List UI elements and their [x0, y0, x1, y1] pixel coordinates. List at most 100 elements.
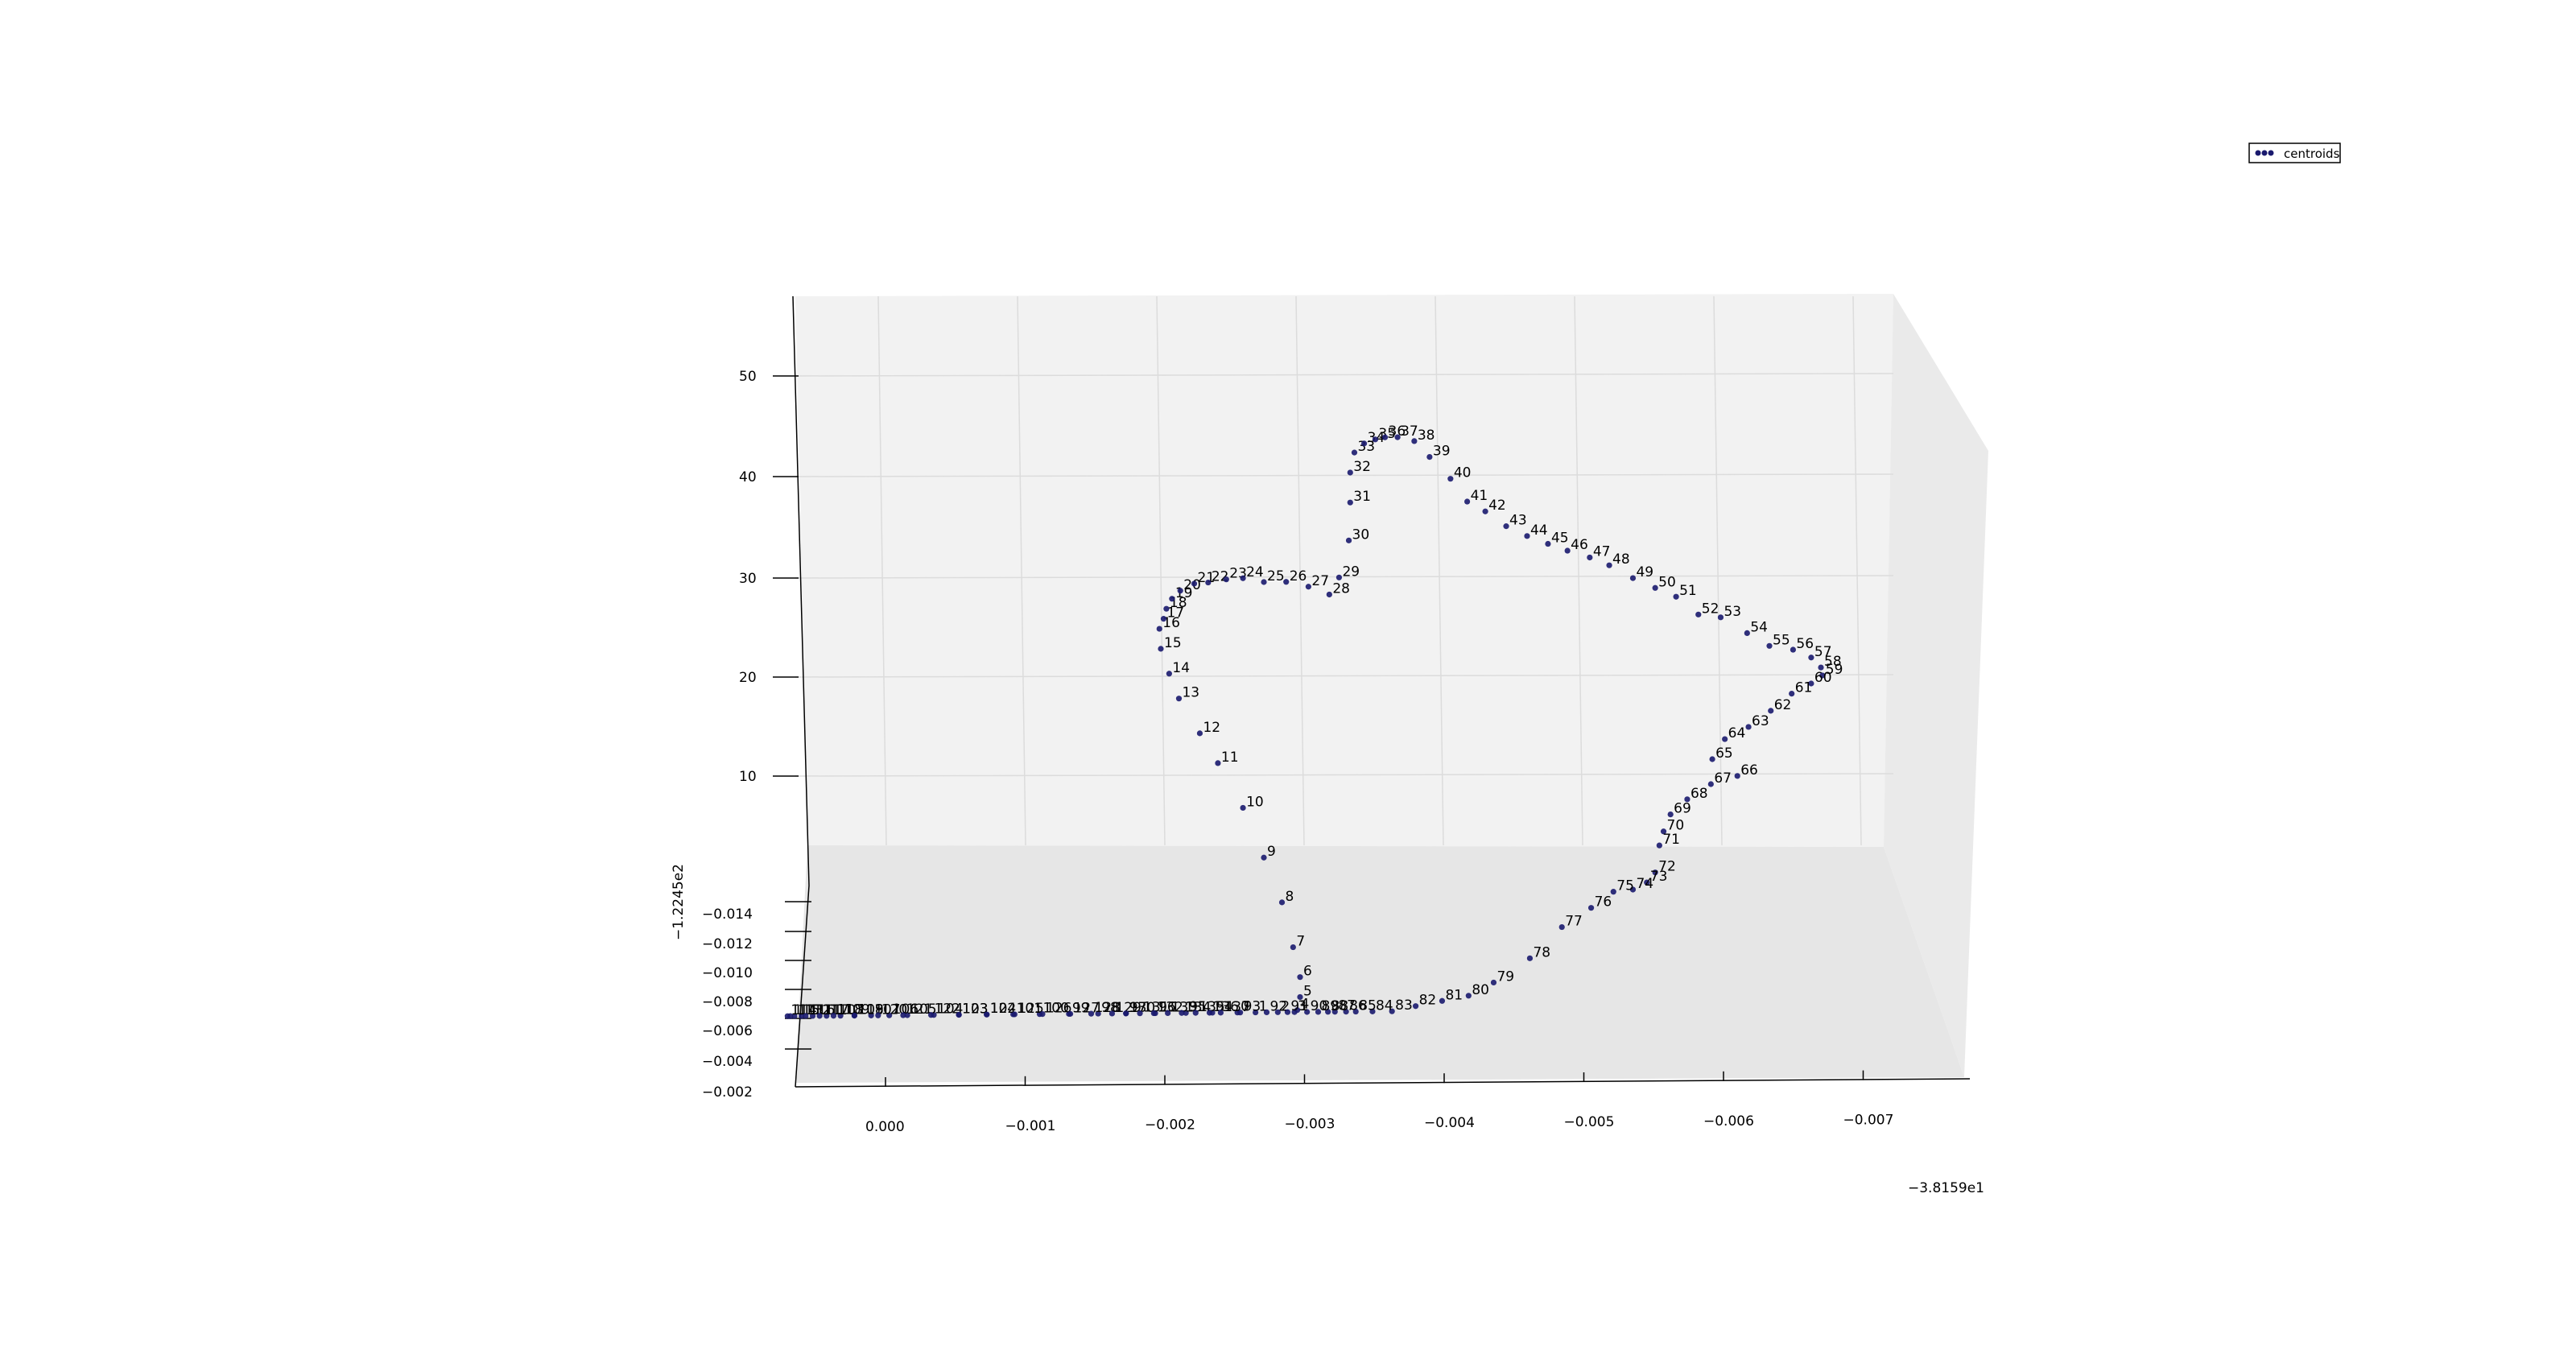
centroid-label: 27 [1311, 573, 1329, 589]
centroid-point [1191, 580, 1198, 587]
legend-marker [2268, 150, 2274, 156]
centroid-point [1766, 642, 1773, 649]
centroid-point [1352, 1008, 1359, 1015]
centroid-point [1192, 1010, 1199, 1016]
centroid-label: 91 [1290, 998, 1308, 1014]
centroid-label: 73 [1650, 869, 1668, 885]
centroid-point [1315, 1009, 1322, 1015]
centroid-label: 63 [1752, 713, 1769, 729]
centroid-point [1205, 579, 1212, 586]
centroid-label: 16 [1162, 615, 1180, 631]
centroid-point [875, 1012, 881, 1018]
centroid-label: 55 [1773, 632, 1790, 648]
floor-pane [795, 845, 1964, 1083]
centroid-point [816, 1013, 823, 1019]
centroid-point [1240, 575, 1246, 581]
centroid-point [1240, 804, 1246, 812]
centroid-point [1067, 1010, 1074, 1017]
centroid-point [1707, 781, 1714, 787]
centroid-point [837, 1013, 844, 1019]
centroid-label: 26 [1290, 568, 1307, 584]
centroid-label: 46 [1571, 537, 1588, 553]
centroid-point [1297, 993, 1303, 1001]
gridline-z [795, 674, 1894, 678]
centroid-point [1175, 696, 1183, 702]
centroid-point [1709, 756, 1715, 762]
centroid-point [791, 1013, 798, 1019]
centroid-point [1263, 1009, 1270, 1016]
centroid-point [1039, 1011, 1046, 1018]
centroid-label: 2 [1281, 998, 1290, 1014]
centroid-label: 49 [1636, 564, 1653, 580]
centroid-point [1684, 796, 1690, 803]
centroid-point [1644, 879, 1650, 886]
centroid-label: 134 [1185, 999, 1211, 1015]
centroid-point [1158, 646, 1164, 652]
centroid-label: 69 [1674, 801, 1691, 817]
centroid-label: 30 [1352, 527, 1370, 543]
centroid-point [1464, 498, 1471, 505]
centroid-point [1290, 944, 1296, 951]
centroid-point [1412, 1003, 1419, 1010]
centroid-label: 43 [1509, 513, 1527, 529]
centroid-label: 39 [1433, 444, 1451, 460]
centroid-point [1768, 708, 1774, 714]
centroid-label: 14 [1172, 660, 1190, 676]
centroid-point [1163, 605, 1170, 612]
centroid-point [1610, 889, 1616, 895]
centroid-point [1545, 540, 1551, 547]
centroid-point [787, 1013, 794, 1019]
centroid-point [1372, 436, 1379, 443]
y-axis-offset: −1.2245e2 [671, 864, 687, 940]
centroid-point [1629, 886, 1637, 893]
centroid-label: 124 [990, 1001, 1016, 1017]
centroid-label: 41 [1471, 488, 1488, 504]
centroid-label: 96 [1158, 1000, 1176, 1016]
gridline-z [795, 473, 1894, 477]
centroid-label: 68 [1690, 786, 1708, 802]
centroid-label: 80 [1472, 982, 1489, 998]
centroid-label: 78 [1533, 944, 1550, 960]
z-axis-line [792, 295, 810, 886]
centroid-point [1261, 854, 1267, 861]
centroid-point [1325, 1009, 1331, 1015]
centroid-point [1660, 828, 1667, 835]
centroid-label: 92 [1269, 998, 1287, 1014]
centroid-point [1587, 554, 1593, 561]
centroid-point [1411, 438, 1418, 444]
centroid-label: 129 [1115, 1000, 1141, 1016]
centroid-label: 25 [1267, 568, 1285, 584]
points-layer: 0123456789101112131415161718192021222324… [784, 423, 1843, 1019]
centroid-label: 67 [1714, 770, 1732, 787]
centroid-label: 50 [1658, 574, 1676, 590]
centroid-label: 52 [1702, 601, 1719, 617]
centroid-label: 133 [1171, 999, 1197, 1015]
x-tick-label: −0.005 [1564, 1114, 1615, 1130]
x-axis-ticks: 0.000 −0.001 −0.002 −0.003 −0.004 −0.005 −0.00… [865, 1070, 1893, 1135]
centroid-point [799, 1013, 805, 1019]
gridline-z [795, 575, 1894, 579]
centroid-label: 112 [805, 1002, 831, 1018]
centroid-point [1156, 626, 1162, 632]
centroid-label: 62 [1774, 697, 1792, 713]
centroid-point [1744, 630, 1750, 636]
centroid-point [1347, 469, 1353, 476]
centroid-point [1673, 593, 1679, 600]
centroid-point [1150, 1010, 1157, 1017]
centroid-label: 101 [1017, 1001, 1042, 1017]
centroid-label: 51 [1679, 583, 1697, 599]
centroid-label: 5 [1303, 983, 1312, 999]
centroid-point [1652, 584, 1658, 591]
centroid-point [1179, 1010, 1185, 1016]
gridline-x [1156, 295, 1166, 846]
centroid-label: 75 [1616, 878, 1634, 894]
centroid-point [1790, 646, 1797, 653]
centroid-label: 3 [1298, 998, 1307, 1014]
centroid-label: 10 [1246, 794, 1264, 810]
centroid-point [1196, 730, 1203, 737]
centroid-point [1819, 672, 1826, 679]
centroid-label: 81 [1445, 987, 1463, 1003]
back-pane [795, 294, 1893, 847]
centroid-point [1447, 476, 1454, 482]
legend-label: centroids [2284, 147, 2340, 161]
